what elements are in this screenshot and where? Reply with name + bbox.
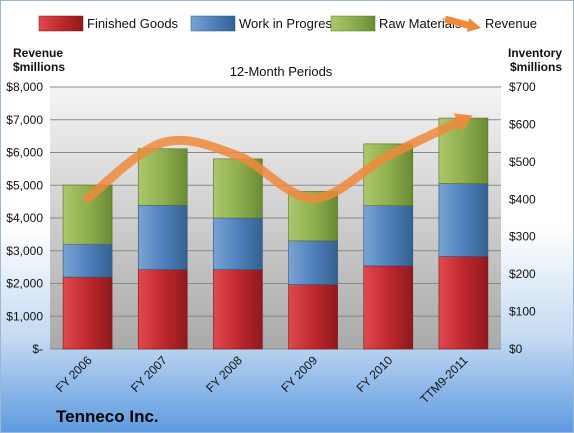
legend-arrow-revenue: [467, 18, 481, 32]
bar-work-in-progress: [363, 205, 414, 267]
right-tick-label: $600: [509, 117, 536, 131]
right-tick-label: $400: [509, 192, 536, 206]
bar-finished-goods: [363, 265, 414, 350]
legend-label-work-in-progress: Work in Progress: [239, 16, 339, 31]
bar-finished-goods: [288, 284, 338, 350]
bar-work-in-progress: [213, 217, 263, 270]
right-tick-label: $100: [509, 305, 536, 319]
x-axis-labels: FY 2006 FY 2007 FY 2008 FY 2009 FY 2010 TTM9-…: [53, 353, 471, 406]
chart-title: 12-Month Periods: [230, 64, 333, 79]
left-axis-ticks: $- $1,000 $2,000 $3,000 $4,000 $5,000 $6,000 $7…: [6, 80, 43, 356]
company-name: Tenneco Inc.: [56, 407, 159, 426]
revenue-line: [83, 113, 473, 203]
left-tick-label: $6,000: [6, 146, 43, 160]
revenue-point: [387, 154, 390, 157]
right-axis-label-line1: Inventory: [508, 46, 562, 60]
bar-raw-materials: [137, 148, 188, 206]
revenue-line-path: [83, 115, 468, 203]
revenue-point: [312, 197, 315, 200]
x-tick-label: TTM9-2011: [417, 353, 470, 406]
legend-swatch-revenue: [444, 15, 472, 30]
left-tick-label: $2,000: [6, 277, 43, 291]
right-tick-label: $200: [509, 267, 536, 281]
x-tick-label: FY 2009: [278, 353, 320, 395]
right-tick-label: $700: [509, 80, 536, 94]
x-tick-label: FY 2008: [203, 353, 245, 395]
legend-label-revenue: Revenue: [485, 16, 537, 31]
left-tick-label: $8,000: [6, 80, 43, 94]
revenue-arrowhead: [453, 113, 473, 132]
right-tick-label: $500: [509, 155, 536, 169]
x-tick-label: FY 2007: [128, 353, 170, 395]
legend-label-finished-goods: Finished Goods: [87, 16, 179, 31]
x-tick-label: FY 2010: [354, 353, 396, 395]
bar-work-in-progress: [288, 240, 338, 285]
left-axis-label-line2: $millions: [13, 60, 65, 74]
left-tick-label: $3,000: [6, 244, 43, 258]
revenue-point: [161, 141, 164, 144]
bar-finished-goods: [438, 256, 489, 350]
revenue-point: [86, 197, 89, 200]
bar-work-in-progress: [438, 183, 489, 257]
bar-finished-goods: [137, 269, 188, 350]
right-axis-label-line2: $millions: [510, 60, 562, 74]
left-tick-label: $5,000: [6, 178, 43, 192]
legend-swatch-work-in-progress: [190, 15, 236, 32]
left-tick-label: $4,000: [6, 211, 43, 225]
right-axis-ticks: $0 $100 $200 $300 $400 $500 $600 $700: [509, 80, 536, 356]
left-tick-label: $1,000: [6, 309, 43, 323]
bar-work-in-progress: [137, 204, 188, 270]
legend-swatch-finished-goods: [38, 15, 84, 32]
legend-swatch-raw-materials: [330, 15, 376, 32]
bar-finished-goods: [213, 269, 263, 350]
right-tick-label: $0: [509, 342, 523, 356]
bar-work-in-progress: [62, 243, 113, 278]
left-tick-label: $-: [32, 342, 43, 356]
right-tick-label: $300: [509, 230, 536, 244]
legend: Finished Goods Work in Progress Raw Mate…: [38, 15, 537, 32]
left-tick-label: $7,000: [6, 113, 43, 127]
legend-label-raw-materials: Raw Materials: [379, 16, 462, 31]
x-tick-label: FY 2006: [53, 353, 95, 395]
revenue-point: [462, 118, 465, 121]
left-axis-label-line1: Revenue: [13, 46, 63, 60]
revenue-point: [236, 154, 239, 157]
bar-finished-goods: [62, 276, 113, 350]
